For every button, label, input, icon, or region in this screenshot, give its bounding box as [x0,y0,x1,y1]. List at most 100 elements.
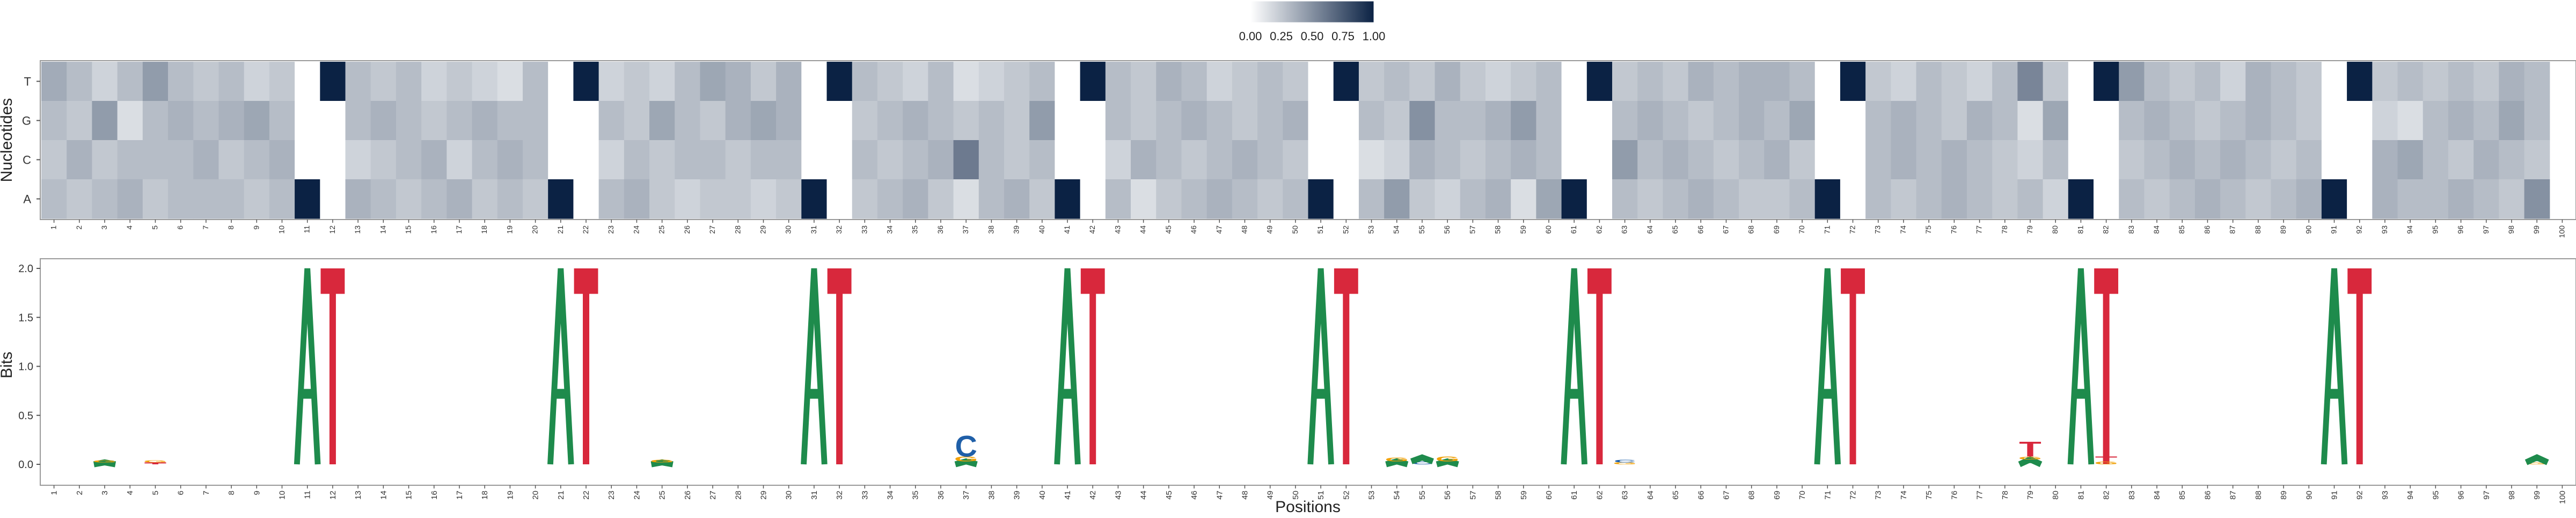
heatmap-cell-T-81 [2068,62,2094,101]
heatmap-cell-A-73 [1865,179,1891,219]
heatmap-cell-A-97 [2473,179,2499,219]
heatmap-cell-G-69 [1764,101,1790,141]
heatmap-cell-G-60 [1536,101,1562,141]
logo-letter-T [1841,268,1865,464]
logo-x-tick-label: 29 [759,491,769,500]
svg-text:G: G [1436,455,1460,463]
heatmap-x-tick-label: 38 [986,225,995,234]
heatmap-cell-A-14 [370,179,397,219]
logo-letter-A [2321,268,2348,465]
heatmap-cell-C-43 [1105,140,1131,180]
heatmap-cell-C-8 [218,140,245,180]
heatmap-cell-T-13 [345,62,371,101]
heatmap-cell-G-30 [776,101,802,141]
heatmap-cell-A-83 [2119,179,2145,219]
heatmap-cell-T-26 [675,62,701,101]
heatmap-cell-C-1 [41,140,67,180]
heatmap-cell-C-36 [928,140,954,180]
heatmap-x-tick-label: 73 [1874,225,1882,234]
heatmap-x-tick-label: 74 [1899,225,1907,234]
heatmap-cell-A-17 [447,179,473,219]
heatmap-x-tick-label: 4 [125,225,134,230]
logo-x-tick-label: 4 [126,491,135,495]
heatmap-x-tick-label: 69 [1772,225,1781,234]
heatmap-cell-T-3 [92,62,118,101]
heatmap-cell-T-30 [776,62,802,101]
heatmap-x-tick-label: 33 [860,225,868,234]
heatmap-cell-C-95 [2423,140,2449,180]
heatmap-cell-C-5 [142,140,169,180]
heatmap-cell-T-5 [142,62,169,101]
logo-y-tick-label: 0.5 [18,410,33,422]
heatmap-cell-T-75 [1916,62,1942,101]
logo-y-tick-label: 1.5 [18,312,33,324]
heatmap-cell-C-34 [877,140,903,180]
logo-x-tick-label: 69 [1773,491,1782,500]
heatmap-x-tick-label: 12 [328,225,336,234]
heatmap-cell-G-16 [421,101,447,141]
heatmap-cell-T-23 [598,62,625,101]
heatmap-cell-T-62 [1586,62,1613,101]
heatmap-cell-T-10 [269,62,295,101]
heatmap-x-tick-label: 66 [1696,225,1704,234]
logo-letter-T [144,462,166,464]
heatmap-cell-G-33 [852,101,878,141]
heatmap-cell-A-95 [2423,179,2449,219]
logo-x-tick-label: 32 [835,491,844,500]
heatmap-cell-C-16 [421,140,447,180]
heatmap-cell-C-39 [1004,140,1030,180]
heatmap-cell-T-15 [396,62,422,101]
heatmap-x-tick-label: 97 [2482,225,2490,234]
logo-x-tick-label: 75 [1924,491,1934,500]
heatmap-position-labels: 1 2 3 4 5 6 7 8 9 10 11 12 13 14 15 16 17 18 19 20 21 22 23 24 2… [49,220,2566,238]
heatmap-cell-T-38 [978,62,1005,101]
heatmap-row-label: C [23,154,31,167]
heatmap-cell-T-12 [320,62,346,101]
heatmap-row-label: A [23,193,31,206]
heatmap-cell-T-22 [573,62,599,101]
heatmap-cell-A-5 [142,179,169,219]
heatmap-cell-C-52 [1333,140,1359,180]
heatmap-x-tick-label: 1 [49,225,58,230]
logo-x-tick-label: 24 [632,491,641,500]
heatmap-cell-A-85 [2169,179,2196,219]
heatmap-cell-G-18 [472,101,498,141]
logo-y-tick-label: 1.0 [18,361,33,373]
heatmap-cell-G-58 [1485,101,1511,141]
colorbar-tick-label: 0.75 [1331,30,1355,43]
heatmap-cell-G-31 [801,101,828,141]
heatmap-cell-C-56 [1435,140,1461,180]
heatmap-cell-A-8 [218,179,245,219]
logo-x-tick-label: 2 [75,491,84,495]
heatmap-x-tick-label: 93 [2380,225,2389,234]
heatmap-cell-A-41 [1055,179,1081,219]
heatmap-cell-G-71 [1814,101,1841,141]
heatmap-cell-C-7 [193,140,219,180]
heatmap-cell-C-83 [2119,140,2145,180]
heatmap-cell-C-30 [776,140,802,180]
heatmap-cell-A-22 [573,179,599,219]
heatmap-cell-C-6 [168,140,194,180]
logo-letter-G: G [954,455,978,463]
heatmap-cell-G-97 [2473,101,2499,141]
heatmap-cell-C-27 [700,140,726,180]
heatmap-cell-T-29 [750,62,777,101]
logo-x-tick-label: 9 [252,491,261,495]
heatmap-cell-G-49 [1257,101,1283,141]
heatmap-cell-T-61 [1561,62,1587,101]
heatmap-cell-G-73 [1865,101,1891,141]
heatmap-x-tick-label: 14 [378,225,387,234]
heatmap-x-tick-label: 51 [1316,225,1324,234]
logo-x-tick-label: 28 [734,491,743,500]
heatmap-cell-A-46 [1181,179,1208,219]
heatmap-cell-T-24 [624,62,650,101]
heatmap-x-tick-label: 44 [1139,225,1147,234]
heatmap-cell-T-57 [1460,62,1486,101]
svg-text:G: G [650,458,674,463]
heatmap-x-tick-label: 17 [455,225,463,234]
heatmap-x-tick-label: 43 [1113,225,1122,234]
heatmap-cell-C-41 [1055,140,1081,180]
logo-x-tick-label: 31 [810,491,819,500]
heatmap-cell-C-57 [1460,140,1486,180]
logo-x-tick-label: 35 [911,491,920,500]
